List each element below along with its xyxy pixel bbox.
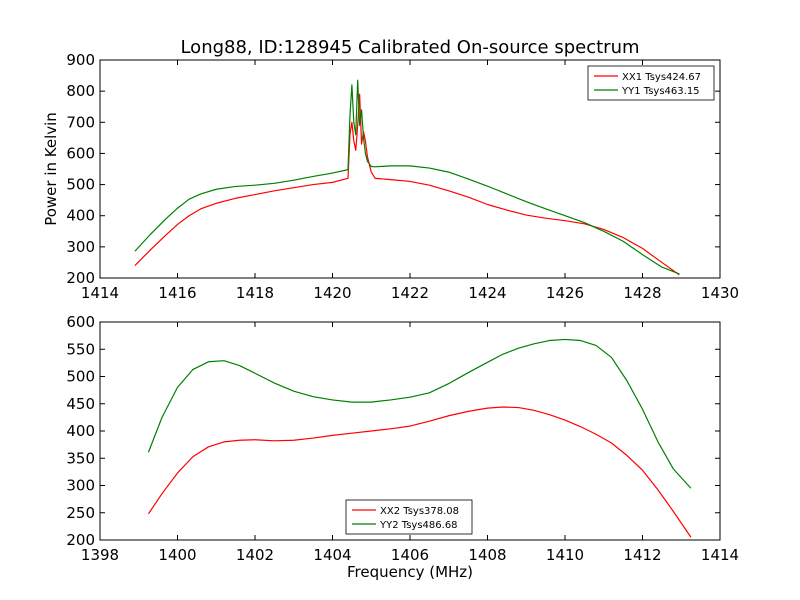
top-legend-label-1: XX1 Tsys424.67	[622, 72, 701, 83]
top-x-tick-label: 1426	[546, 284, 584, 302]
top-x-tick-label: 1420	[313, 284, 351, 302]
bottom-x-tick-label: 1410	[546, 546, 584, 564]
bottom-x-tick-label: 1400	[158, 546, 196, 564]
bottom-x-tick-label: 1412	[623, 546, 661, 564]
chart-title: Long88, ID:128945 Calibrated On-source s…	[180, 37, 639, 58]
top-y-tick-label: 500	[66, 176, 95, 194]
bottom-plot: 1398 1400 1402 1404 1406 1408 1410 1412 1414 200 2…	[66, 313, 739, 564]
bottom-legend-label-1: XX2 Tsys378.08	[380, 506, 459, 517]
bottom-series-line-2	[147, 338, 692, 489]
bottom-x-tick-label: 1408	[468, 546, 506, 564]
top-series-line-2	[134, 79, 680, 275]
bottom-y-tick-label: 250	[66, 504, 95, 522]
bottom-y-tick-label: 600	[66, 313, 95, 331]
bottom-y-tick-label: 300	[66, 477, 95, 495]
top-legend-box	[587, 65, 715, 101]
bottom-x-axis-label: Frequency (MHz)	[347, 563, 473, 581]
bottom-y-tick-label: 550	[66, 340, 95, 358]
top-x-tick-label: 1430	[701, 284, 739, 302]
bottom-x-tick-label: 1402	[236, 546, 274, 564]
bottom-y-tick-label: 400	[66, 422, 95, 440]
bottom-legend-label-2: YY2 Tsys486.68	[379, 520, 458, 531]
bottom-x-tick-label: 1406	[391, 546, 429, 564]
top-x-tick-label: 1422	[391, 284, 429, 302]
top-y-tick-label: 200	[66, 269, 95, 287]
bottom-x-tick-label: 1414	[701, 546, 739, 564]
top-y-axis-label: Power in Kelvin	[42, 112, 60, 226]
bottom-y-tick-label: 200	[66, 531, 95, 549]
top-x-tick-label: 1428	[623, 284, 661, 302]
top-y-tick-label: 700	[66, 113, 95, 131]
top-x-tick-label: 1418	[236, 284, 274, 302]
top-y-tick-label: 300	[66, 238, 95, 256]
top-x-tick-label: 1416	[158, 284, 196, 302]
bottom-y-tick-label: 450	[66, 395, 95, 413]
bottom-series-line-1	[147, 406, 692, 538]
top-y-tick-label: 800	[66, 82, 95, 100]
top-y-tick-label: 600	[66, 144, 95, 162]
top-legend-label-2: YY1 Tsys463.15	[621, 86, 700, 97]
top-y-tick-label: 400	[66, 207, 95, 225]
top-series-line-1	[134, 93, 680, 276]
bottom-y-tick-label: 500	[66, 368, 95, 386]
top-plot: 1414 1416 1418 1420 1422 1424 1426 1428 1430 200 3…	[66, 51, 739, 302]
top-y-tick-label: 900	[66, 51, 95, 69]
bottom-y-tick-label: 350	[66, 449, 95, 467]
bottom-x-tick-label: 1398	[81, 546, 119, 564]
top-x-tick-label: 1424	[468, 284, 506, 302]
bottom-x-tick-label: 1404	[313, 546, 351, 564]
bottom-legend-box	[345, 499, 473, 535]
top-x-tick-label: 1414	[81, 284, 119, 302]
